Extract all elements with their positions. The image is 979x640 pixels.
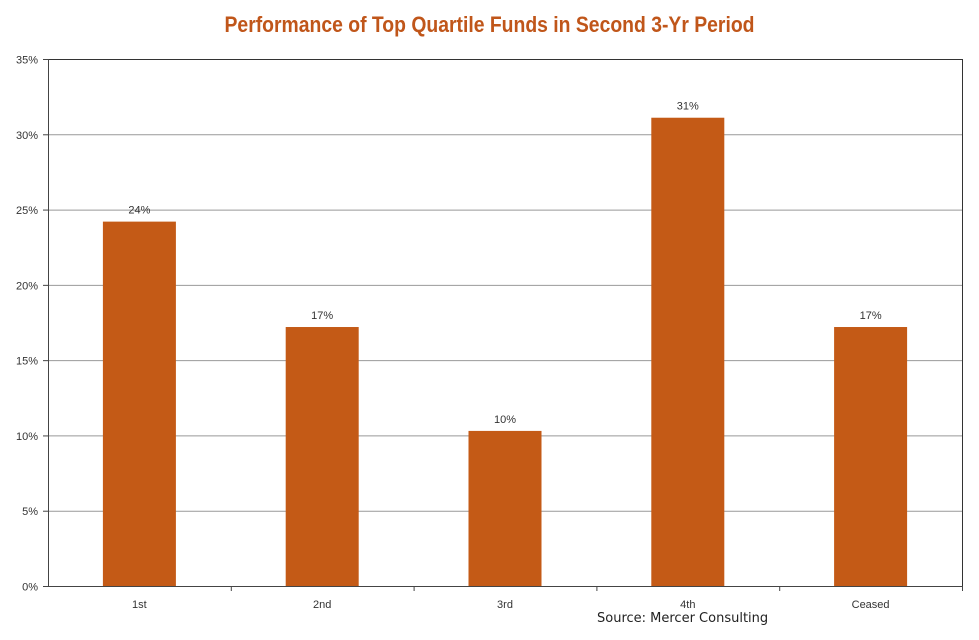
bar-3rd bbox=[468, 430, 542, 586]
y-tick-label: 30% bbox=[16, 130, 38, 142]
x-tick-label: Ceased bbox=[852, 599, 890, 611]
y-tick-label: 15% bbox=[16, 356, 38, 368]
x-tick-label: 4th bbox=[680, 599, 695, 611]
x-tick-label: 2nd bbox=[313, 599, 331, 611]
y-tick-label: 0% bbox=[22, 582, 38, 594]
y-tick-label: 20% bbox=[16, 280, 38, 292]
y-tick-label: 5% bbox=[22, 506, 38, 518]
data-label: 10% bbox=[494, 414, 516, 426]
bar-ceased bbox=[834, 327, 908, 586]
data-label: 17% bbox=[311, 310, 333, 322]
x-tick-label: 3rd bbox=[497, 599, 513, 611]
bar-1st bbox=[102, 221, 176, 587]
data-label: 17% bbox=[860, 310, 882, 322]
bar-2nd bbox=[285, 327, 359, 586]
source-note: Source: Mercer Consulting bbox=[597, 611, 769, 626]
chart-title: Performance of Top Quartile Funds in Sec… bbox=[224, 12, 755, 37]
data-label: 31% bbox=[677, 101, 699, 113]
data-label: 24% bbox=[128, 205, 150, 217]
y-tick-label: 35% bbox=[16, 55, 38, 67]
y-tick-label: 10% bbox=[16, 431, 38, 443]
y-tick-label: 25% bbox=[16, 205, 38, 217]
x-tick-label: 1st bbox=[132, 599, 147, 611]
bar-4th bbox=[651, 117, 725, 587]
